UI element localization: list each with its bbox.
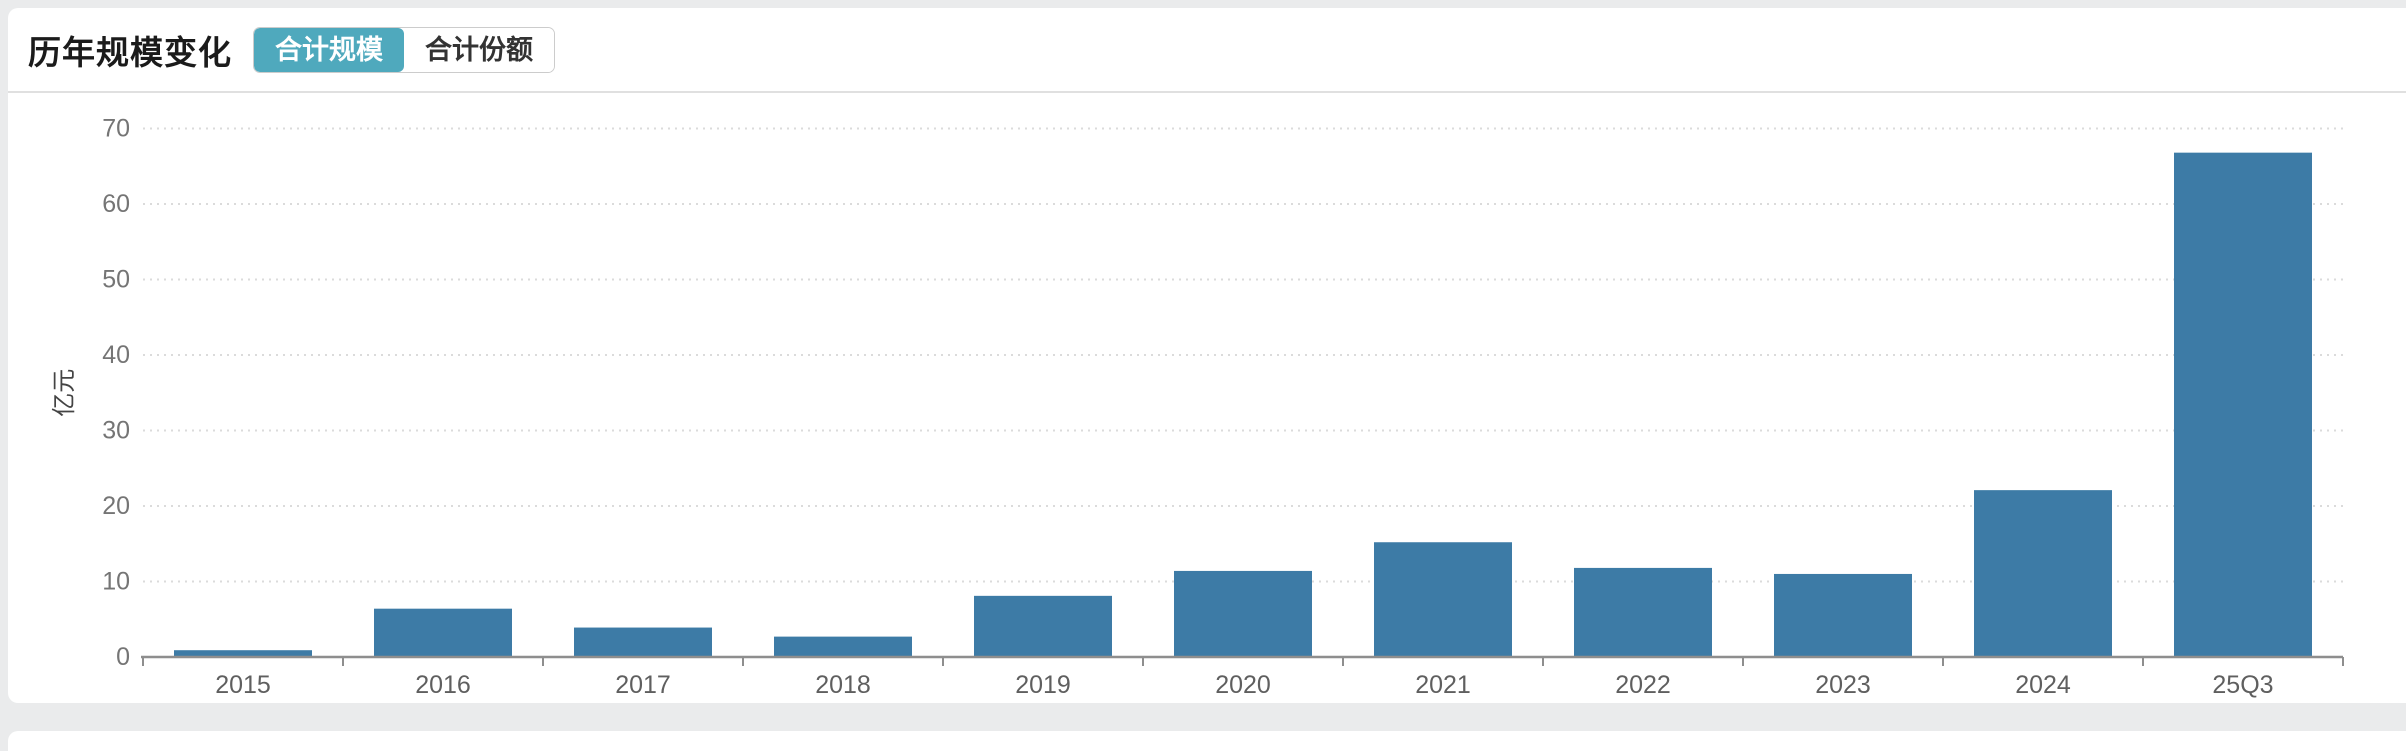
x-label-2024: 2024	[2015, 671, 2071, 699]
header-divider	[8, 91, 2406, 93]
x-label-2018: 2018	[815, 671, 871, 699]
bar-2019[interactable]	[974, 595, 1112, 657]
y-tick-label-20: 20	[102, 492, 130, 520]
x-label-2017: 2017	[615, 671, 671, 699]
y-tick-label-50: 50	[102, 266, 130, 294]
x-label-2020: 2020	[1215, 671, 1271, 699]
y-tick-label-70: 70	[102, 115, 130, 143]
y-tick-label-40: 40	[102, 341, 130, 369]
x-label-2021: 2021	[1415, 671, 1471, 699]
y-tick-label-30: 30	[102, 417, 130, 445]
bar-2023[interactable]	[1774, 573, 1912, 657]
bar-2021[interactable]	[1374, 542, 1512, 657]
scale-bar-chart: 0 10 20 30 40 50 60 70 亿元 2015 2016 2017 2018 2019 202…	[51, 115, 2344, 699]
bar-2015[interactable]	[174, 650, 312, 657]
bar-2020[interactable]	[1174, 570, 1312, 657]
next-section-card	[8, 731, 2406, 751]
bar-2024[interactable]	[1974, 490, 2112, 657]
y-axis-name: 亿元	[51, 369, 78, 417]
bar-2018[interactable]	[774, 636, 912, 657]
card-header: 历年规模变化 合计规模 合计份额	[8, 8, 2406, 91]
x-label-2019: 2019	[1015, 671, 1071, 699]
bar-2016[interactable]	[374, 608, 512, 657]
section-title: 历年规模变化	[28, 33, 232, 71]
toggle-total-scale[interactable]: 合计规模	[254, 27, 404, 72]
scale-history-card: 历年规模变化 合计规模 合计份额 0 10 20 30 40 50 60 70 亿元 2015 20…	[8, 8, 2406, 703]
bar-2017[interactable]	[574, 627, 712, 657]
x-label-2022: 2022	[1615, 671, 1671, 699]
x-label-2015: 2015	[215, 671, 271, 699]
bar-2022[interactable]	[1574, 567, 1712, 657]
y-tick-label-10: 10	[102, 568, 130, 596]
x-label-25Q3: 25Q3	[2212, 671, 2273, 699]
y-tick-label-60: 60	[102, 190, 130, 218]
metric-toggle-group: 合计规模 合计份额	[253, 26, 555, 73]
y-tick-label-0: 0	[116, 643, 130, 671]
toggle-total-share[interactable]: 合计份额	[404, 27, 554, 72]
x-label-2016: 2016	[415, 671, 471, 699]
bar-25Q3[interactable]	[2174, 152, 2312, 657]
x-label-2023: 2023	[1815, 671, 1871, 699]
